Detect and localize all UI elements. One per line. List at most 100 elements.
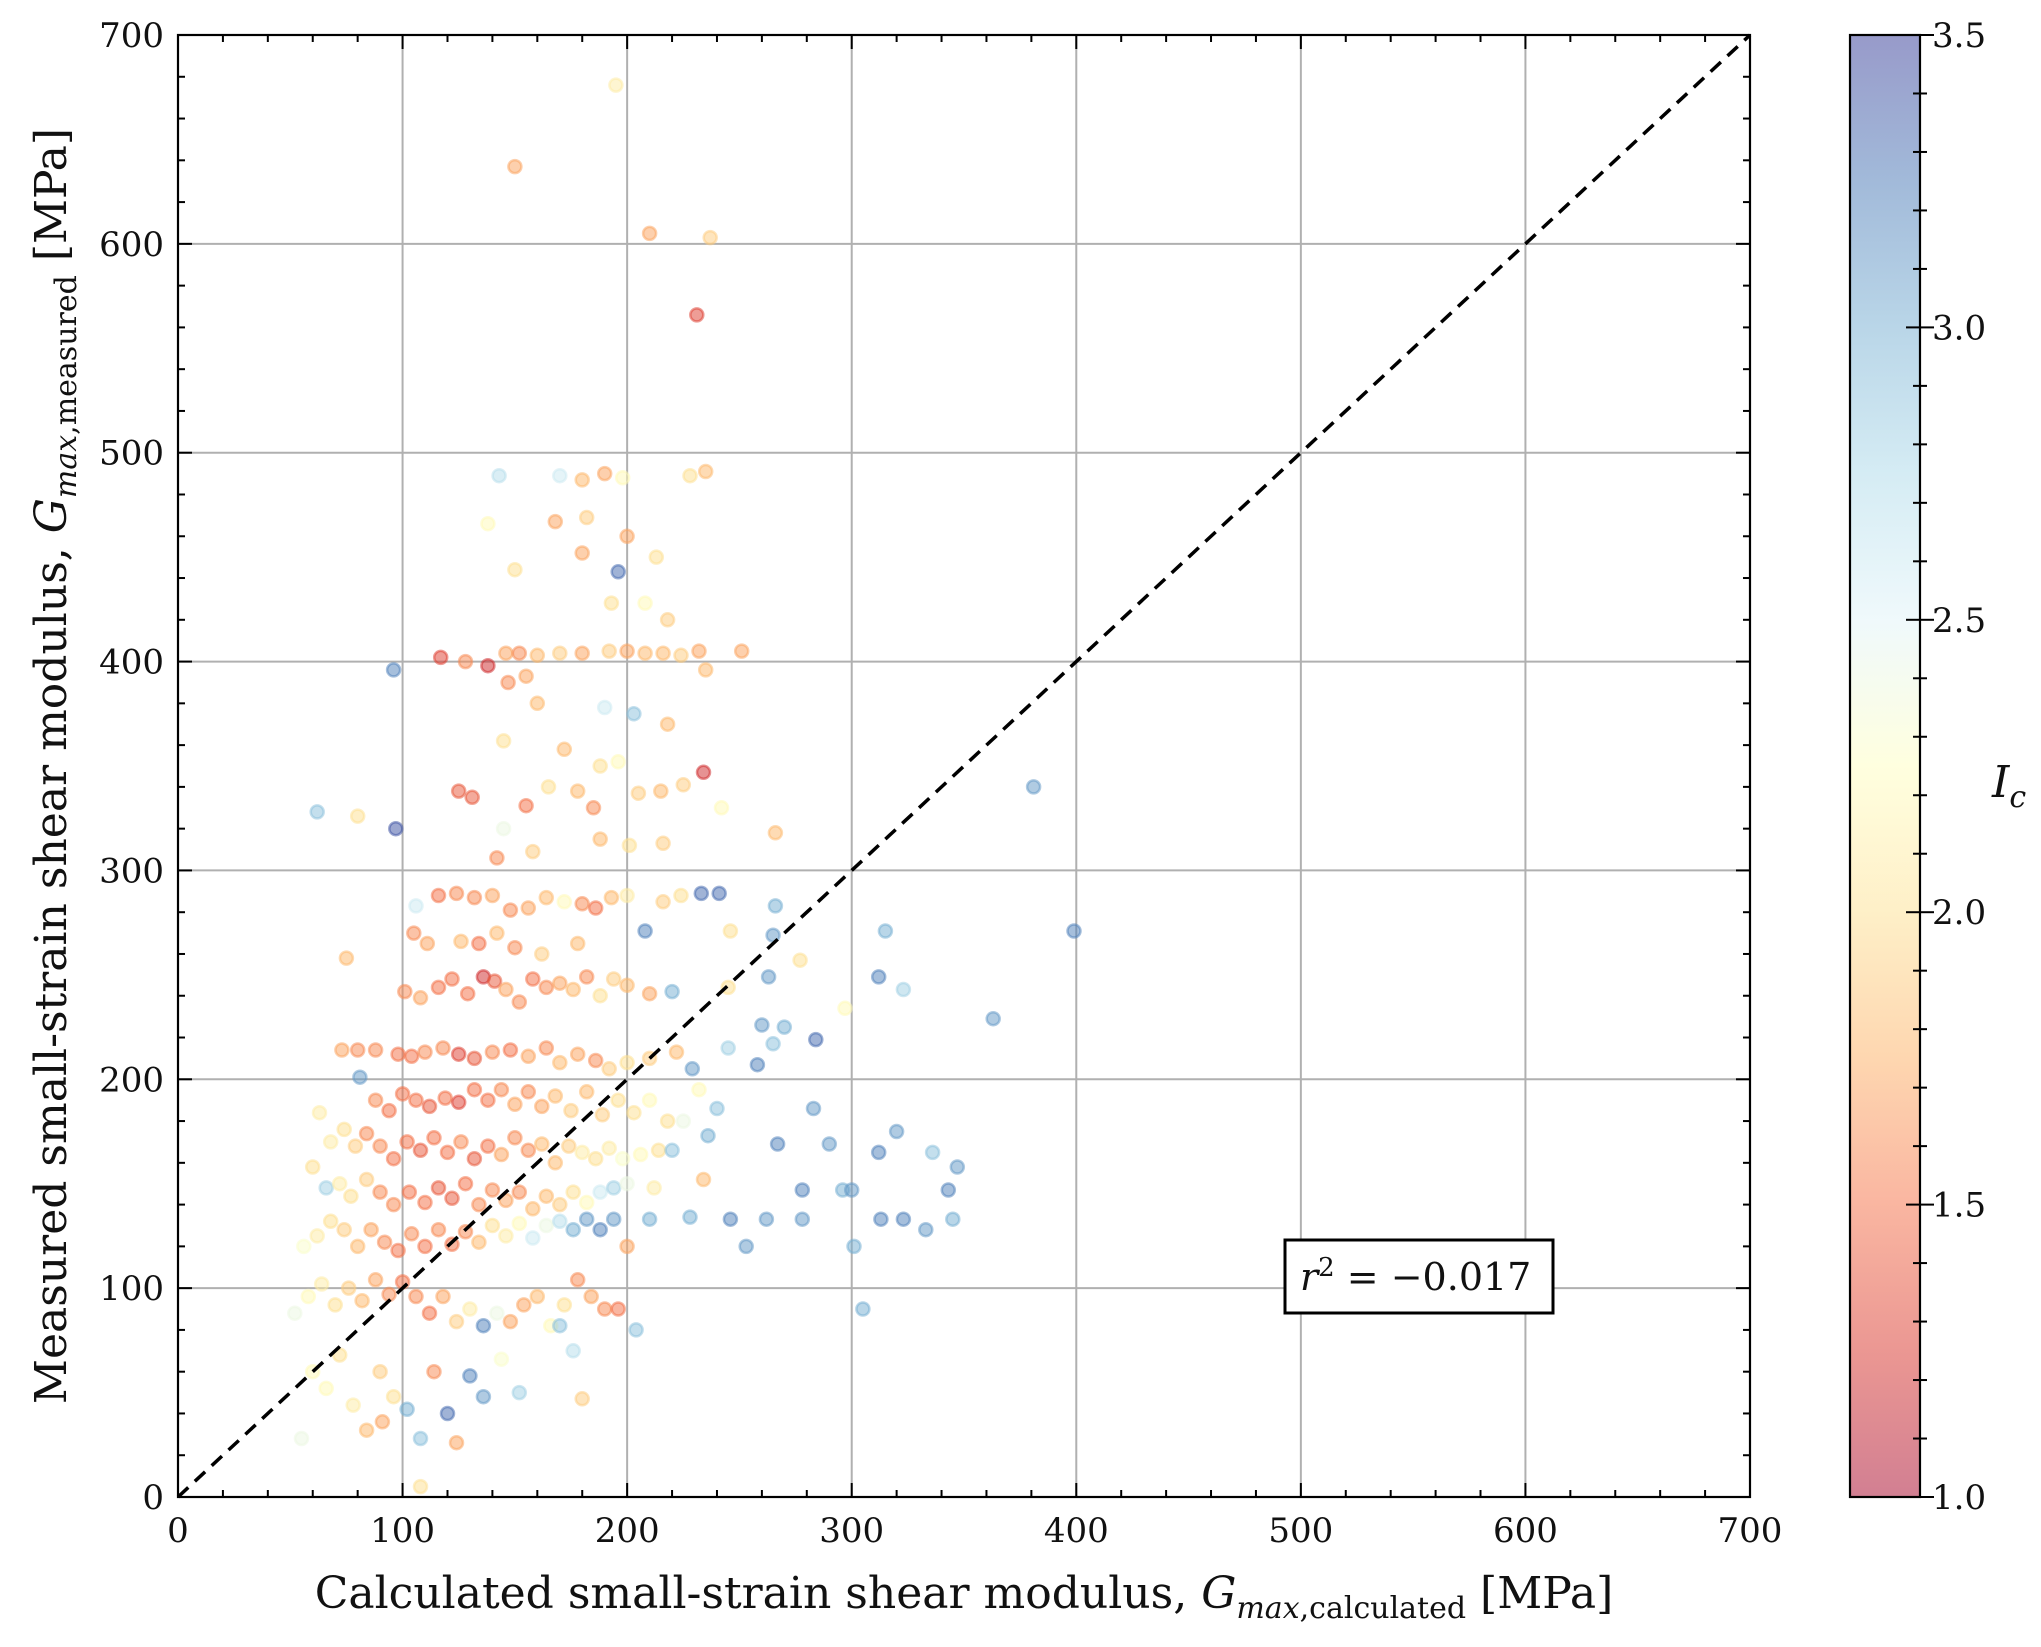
data-point	[693, 885, 710, 902]
data-point	[664, 1142, 680, 1159]
data-point	[605, 1211, 622, 1227]
data-point	[399, 1401, 415, 1418]
data-point	[940, 1182, 957, 1198]
data-point	[450, 1046, 467, 1062]
data-point	[655, 645, 671, 661]
data-point	[637, 645, 653, 661]
data-point	[646, 1180, 662, 1196]
data-point	[408, 898, 424, 914]
data-point	[767, 898, 784, 914]
data-point	[695, 764, 712, 781]
data-point	[601, 1061, 617, 1077]
data-point	[569, 1272, 586, 1288]
data-point	[587, 1150, 604, 1167]
data-point	[664, 983, 680, 1000]
data-point	[347, 1138, 364, 1154]
data-point	[614, 470, 631, 486]
data-point	[421, 1098, 438, 1115]
data-point	[870, 969, 887, 985]
data-point	[489, 1305, 505, 1321]
x-axis-label: Calculated small-strain shear modulus, G…	[315, 1568, 1614, 1626]
data-point	[538, 979, 555, 996]
data-point	[507, 158, 523, 175]
data-point	[480, 657, 496, 674]
data-point	[659, 612, 676, 628]
data-point	[322, 1213, 339, 1230]
data-point	[367, 1042, 384, 1058]
data-point	[520, 1142, 537, 1159]
data-point	[484, 1182, 501, 1198]
data-point	[924, 1144, 941, 1161]
data-point	[525, 1201, 541, 1217]
data-point	[534, 946, 550, 962]
data-point	[587, 900, 604, 916]
data-point	[733, 643, 750, 659]
data-point	[697, 662, 714, 678]
data-point	[525, 1230, 541, 1246]
data-point	[318, 1380, 334, 1397]
data-point	[895, 981, 912, 998]
data-point	[578, 1084, 595, 1100]
data-point	[552, 1196, 568, 1213]
data-point	[493, 1081, 510, 1098]
data-point	[498, 981, 514, 998]
data-point	[345, 1397, 361, 1413]
data-point	[632, 1146, 649, 1163]
data-point	[565, 1221, 581, 1238]
data-point	[538, 1188, 555, 1204]
grid-lines	[178, 35, 1750, 1497]
data-point	[985, 1010, 1001, 1027]
y-tick-label: 700	[99, 16, 164, 56]
data-point	[675, 777, 692, 793]
data-point	[641, 225, 658, 242]
data-point	[336, 1221, 352, 1238]
data-point	[426, 1130, 442, 1146]
data-point	[855, 1301, 871, 1317]
x-tick-label: 300	[819, 1511, 884, 1551]
data-point	[343, 1188, 359, 1204]
y-tick-label: 300	[99, 851, 164, 891]
data-point	[601, 643, 617, 659]
data-point	[397, 983, 413, 1000]
data-point	[673, 647, 689, 664]
x-tick-label: 700	[1718, 1511, 1783, 1551]
data-point	[619, 1054, 635, 1071]
data-point	[394, 1086, 411, 1102]
data-point	[653, 783, 669, 799]
x-tick-label: 200	[595, 1511, 660, 1551]
data-point	[556, 894, 573, 910]
data-point	[406, 925, 422, 941]
data-point	[525, 843, 541, 860]
data-point	[592, 758, 608, 774]
data-point	[466, 1150, 483, 1167]
data-point	[417, 1044, 433, 1060]
data-point	[592, 831, 608, 847]
x-tick-label: 100	[370, 1511, 435, 1551]
data-point	[682, 1209, 698, 1225]
data-point	[630, 785, 647, 801]
annotation-text: r2 = −0.017	[1300, 1253, 1531, 1299]
colorbar-tick-label: 2.0	[1932, 893, 1986, 933]
data-point	[511, 1184, 528, 1200]
data-point	[614, 1150, 631, 1167]
data-point	[367, 1092, 384, 1108]
data-point	[895, 1211, 912, 1227]
data-point	[659, 1113, 676, 1129]
data-point	[592, 1184, 608, 1200]
y-axis-label-symbol: G	[26, 498, 77, 533]
data-point	[877, 923, 894, 939]
colorbar-tick-label: 3.5	[1932, 16, 1986, 56]
data-point	[695, 1171, 712, 1188]
data-point	[507, 1130, 523, 1146]
data-point	[484, 1217, 501, 1234]
data-point	[349, 808, 366, 824]
y-tick-label: 500	[99, 434, 164, 474]
data-point	[776, 1019, 793, 1035]
data-point	[444, 1190, 460, 1207]
data-point	[888, 1123, 905, 1140]
data-point	[552, 645, 568, 661]
data-point	[296, 1238, 312, 1255]
data-point	[489, 925, 505, 941]
data-point	[471, 1234, 487, 1250]
data-point	[432, 649, 449, 666]
